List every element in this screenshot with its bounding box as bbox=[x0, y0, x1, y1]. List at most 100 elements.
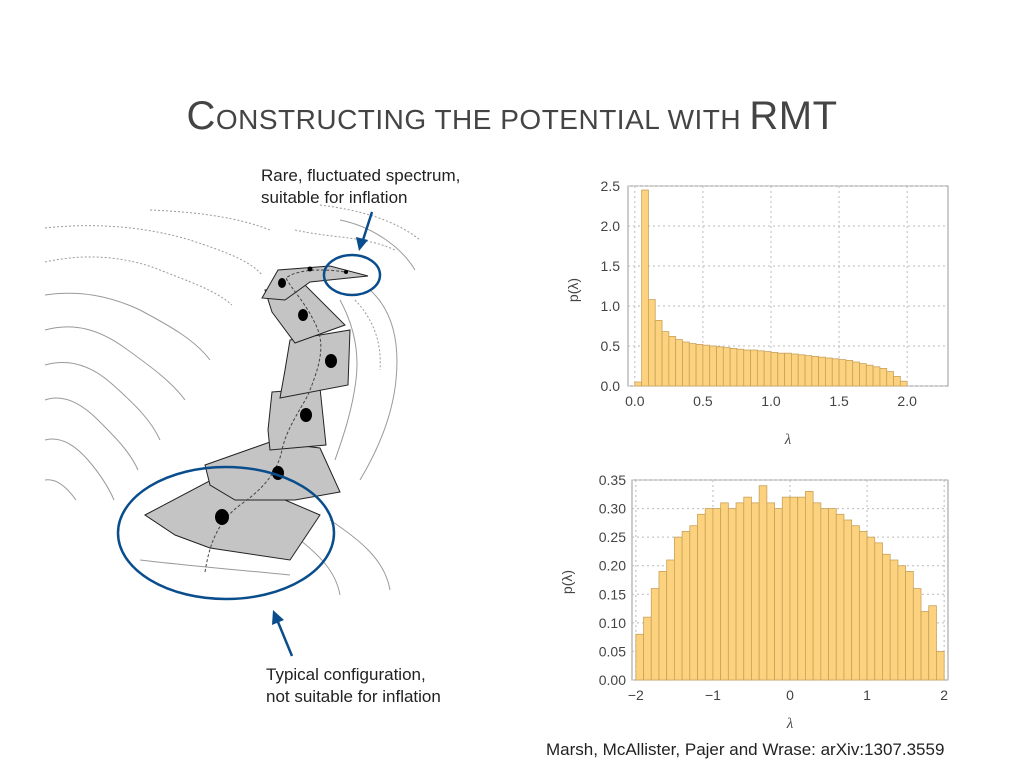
x-tick-label: 0.5 bbox=[693, 393, 713, 409]
histogram-bar bbox=[681, 531, 691, 681]
contour-line bbox=[299, 539, 341, 596]
histogram-bar bbox=[658, 571, 668, 681]
y-tick-label: 1.5 bbox=[601, 258, 621, 274]
histogram-bar bbox=[789, 496, 799, 681]
y-tick-label: 0.25 bbox=[599, 529, 626, 545]
histogram-bar bbox=[643, 616, 652, 681]
annotation-rare-spectrum: Rare, fluctuated spectrum, suitable for … bbox=[261, 165, 460, 209]
y-tick-label: 0.30 bbox=[599, 501, 626, 517]
annotation-bottom-line-1: Typical configuration, bbox=[266, 665, 426, 684]
field-point bbox=[307, 266, 313, 272]
contour-line bbox=[359, 289, 398, 481]
patches bbox=[144, 265, 369, 561]
rare-spectrum-ellipse bbox=[322, 253, 382, 297]
contour-line bbox=[44, 225, 263, 276]
arrow-to-rare-spectrum bbox=[356, 211, 374, 251]
annotation-typical-config: Typical configuration, not suitable for … bbox=[266, 664, 441, 708]
y-tick-label: 1.0 bbox=[601, 298, 621, 314]
contour-line bbox=[354, 299, 381, 371]
field-point bbox=[298, 309, 308, 321]
bars bbox=[634, 189, 908, 387]
histogram-bar bbox=[897, 565, 907, 681]
patch-top bbox=[261, 265, 369, 301]
histogram-bar bbox=[920, 611, 930, 681]
x-tick-label: 0 bbox=[786, 687, 794, 703]
histogram-bar bbox=[635, 633, 644, 681]
contour-line bbox=[319, 204, 421, 241]
citation: Marsh, McAllister, Pajer and Wrase: arXi… bbox=[546, 740, 945, 759]
field-point bbox=[344, 270, 348, 274]
histogram-bar bbox=[774, 508, 783, 681]
contour-line bbox=[44, 362, 161, 441]
histogram-bar bbox=[781, 496, 791, 681]
x-axis-label: λ bbox=[784, 432, 792, 448]
histogram-bar bbox=[727, 508, 737, 681]
histogram-bar bbox=[712, 508, 722, 681]
title-rmt: RMT bbox=[749, 94, 838, 138]
yticks: 0.00 0.05 0.10 0.15 0.20 0.25 0.30 0.35 bbox=[599, 472, 626, 688]
contour-lines bbox=[44, 204, 421, 596]
contour-line bbox=[44, 479, 77, 501]
contour-line bbox=[44, 397, 139, 471]
histogram-bar bbox=[851, 525, 860, 681]
histogram-bar bbox=[858, 531, 868, 681]
histogram-bar bbox=[843, 519, 853, 681]
field-point bbox=[300, 408, 312, 422]
x-axis-label: λ bbox=[786, 716, 794, 732]
contour-line bbox=[334, 299, 358, 461]
xticks: −2 −1 0 1 2 bbox=[628, 687, 948, 703]
contour-line bbox=[329, 519, 391, 591]
histogram-bar bbox=[758, 485, 768, 681]
histogram-bar bbox=[720, 502, 729, 681]
histogram-bar bbox=[882, 553, 891, 681]
histogram-bar bbox=[835, 513, 845, 681]
histogram-bar bbox=[805, 491, 814, 681]
histogram-bar bbox=[812, 502, 822, 681]
y-axis-label: p(λ) bbox=[559, 570, 575, 594]
field-trajectory bbox=[204, 269, 346, 573]
contour-line bbox=[149, 209, 271, 231]
histogram-bar bbox=[874, 542, 883, 681]
x-tick-label: 1.0 bbox=[761, 393, 781, 409]
title-first-cap: C bbox=[186, 94, 216, 138]
y-tick-label: 0.35 bbox=[599, 472, 626, 488]
bars bbox=[635, 485, 945, 681]
histogram-bar bbox=[905, 571, 914, 681]
y-tick-label: 2.0 bbox=[601, 218, 621, 234]
patch-mid-2 bbox=[279, 329, 351, 399]
y-tick-label: 0.5 bbox=[601, 338, 621, 354]
annotation-bottom-line-2: not suitable for inflation bbox=[266, 687, 441, 706]
xticks: 0.0 0.5 1.0 1.5 2.0 bbox=[625, 393, 917, 409]
title-small-caps: ONSTRUCTING THE POTENTIAL WITH bbox=[215, 104, 750, 135]
y-tick-label: 0.10 bbox=[599, 615, 626, 631]
histogram-bar bbox=[673, 536, 683, 681]
arrow-to-typical-config bbox=[272, 610, 294, 657]
annotation-top-line-1: Rare, fluctuated spectrum, bbox=[261, 166, 461, 185]
histogram-bar bbox=[889, 559, 899, 681]
yticks: 0.0 0.5 1.0 1.5 2.0 2.5 bbox=[601, 178, 621, 394]
histogram-bar bbox=[828, 508, 837, 681]
x-tick-label: 1.5 bbox=[829, 393, 849, 409]
field-point bbox=[215, 509, 229, 525]
histogram-bar bbox=[735, 502, 745, 681]
contour-line bbox=[139, 559, 291, 576]
histogram-bar bbox=[751, 502, 760, 681]
field-point bbox=[325, 354, 337, 368]
x-tick-label: −2 bbox=[628, 687, 644, 703]
histogram-bar bbox=[866, 536, 876, 681]
histogram-bar bbox=[689, 525, 698, 681]
histogram-bar bbox=[697, 513, 706, 681]
histogram-bar bbox=[936, 651, 945, 681]
x-tick-label: −1 bbox=[705, 687, 721, 703]
x-tick-label: 0.0 bbox=[625, 393, 645, 409]
histogram-bar bbox=[820, 508, 829, 681]
y-tick-label: 0.15 bbox=[599, 586, 626, 602]
annotation-top-line-2: suitable for inflation bbox=[261, 188, 408, 207]
histogram-bar bbox=[650, 588, 660, 681]
histogram-bar bbox=[766, 502, 775, 681]
slide-title: CONSTRUCTING THE POTENTIAL WITH RMT bbox=[0, 94, 1024, 139]
x-tick-label: 1 bbox=[863, 687, 871, 703]
